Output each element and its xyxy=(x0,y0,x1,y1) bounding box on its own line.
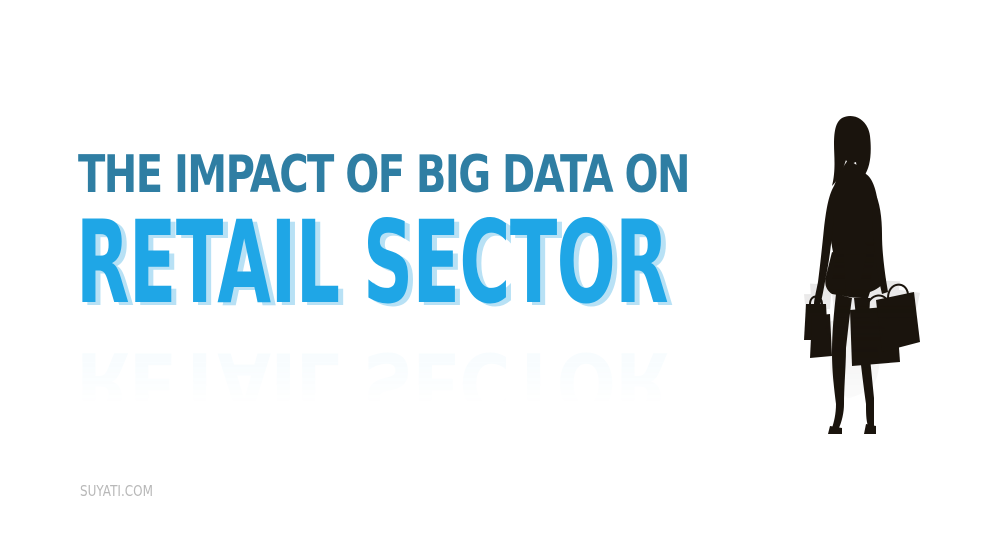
shopper-silhouette-icon xyxy=(804,116,920,434)
website-footer: SUYATI.COM xyxy=(80,482,153,500)
headline-line-2-shadow: RETAIL SECTOR xyxy=(81,199,674,332)
shopper-reflection-icon xyxy=(804,239,920,399)
headline-reflection: RETAIL SECTOR xyxy=(76,316,796,406)
headline-line-2-group: RETAIL SECTOR RETAIL SECTOR xyxy=(76,196,806,332)
headline-line-2: RETAIL SECTOR xyxy=(76,196,669,329)
headline-reflection-text: RETAIL SECTOR xyxy=(76,334,669,406)
headline-line-1: THE IMPACT OF BIG DATA ON xyxy=(78,145,691,205)
